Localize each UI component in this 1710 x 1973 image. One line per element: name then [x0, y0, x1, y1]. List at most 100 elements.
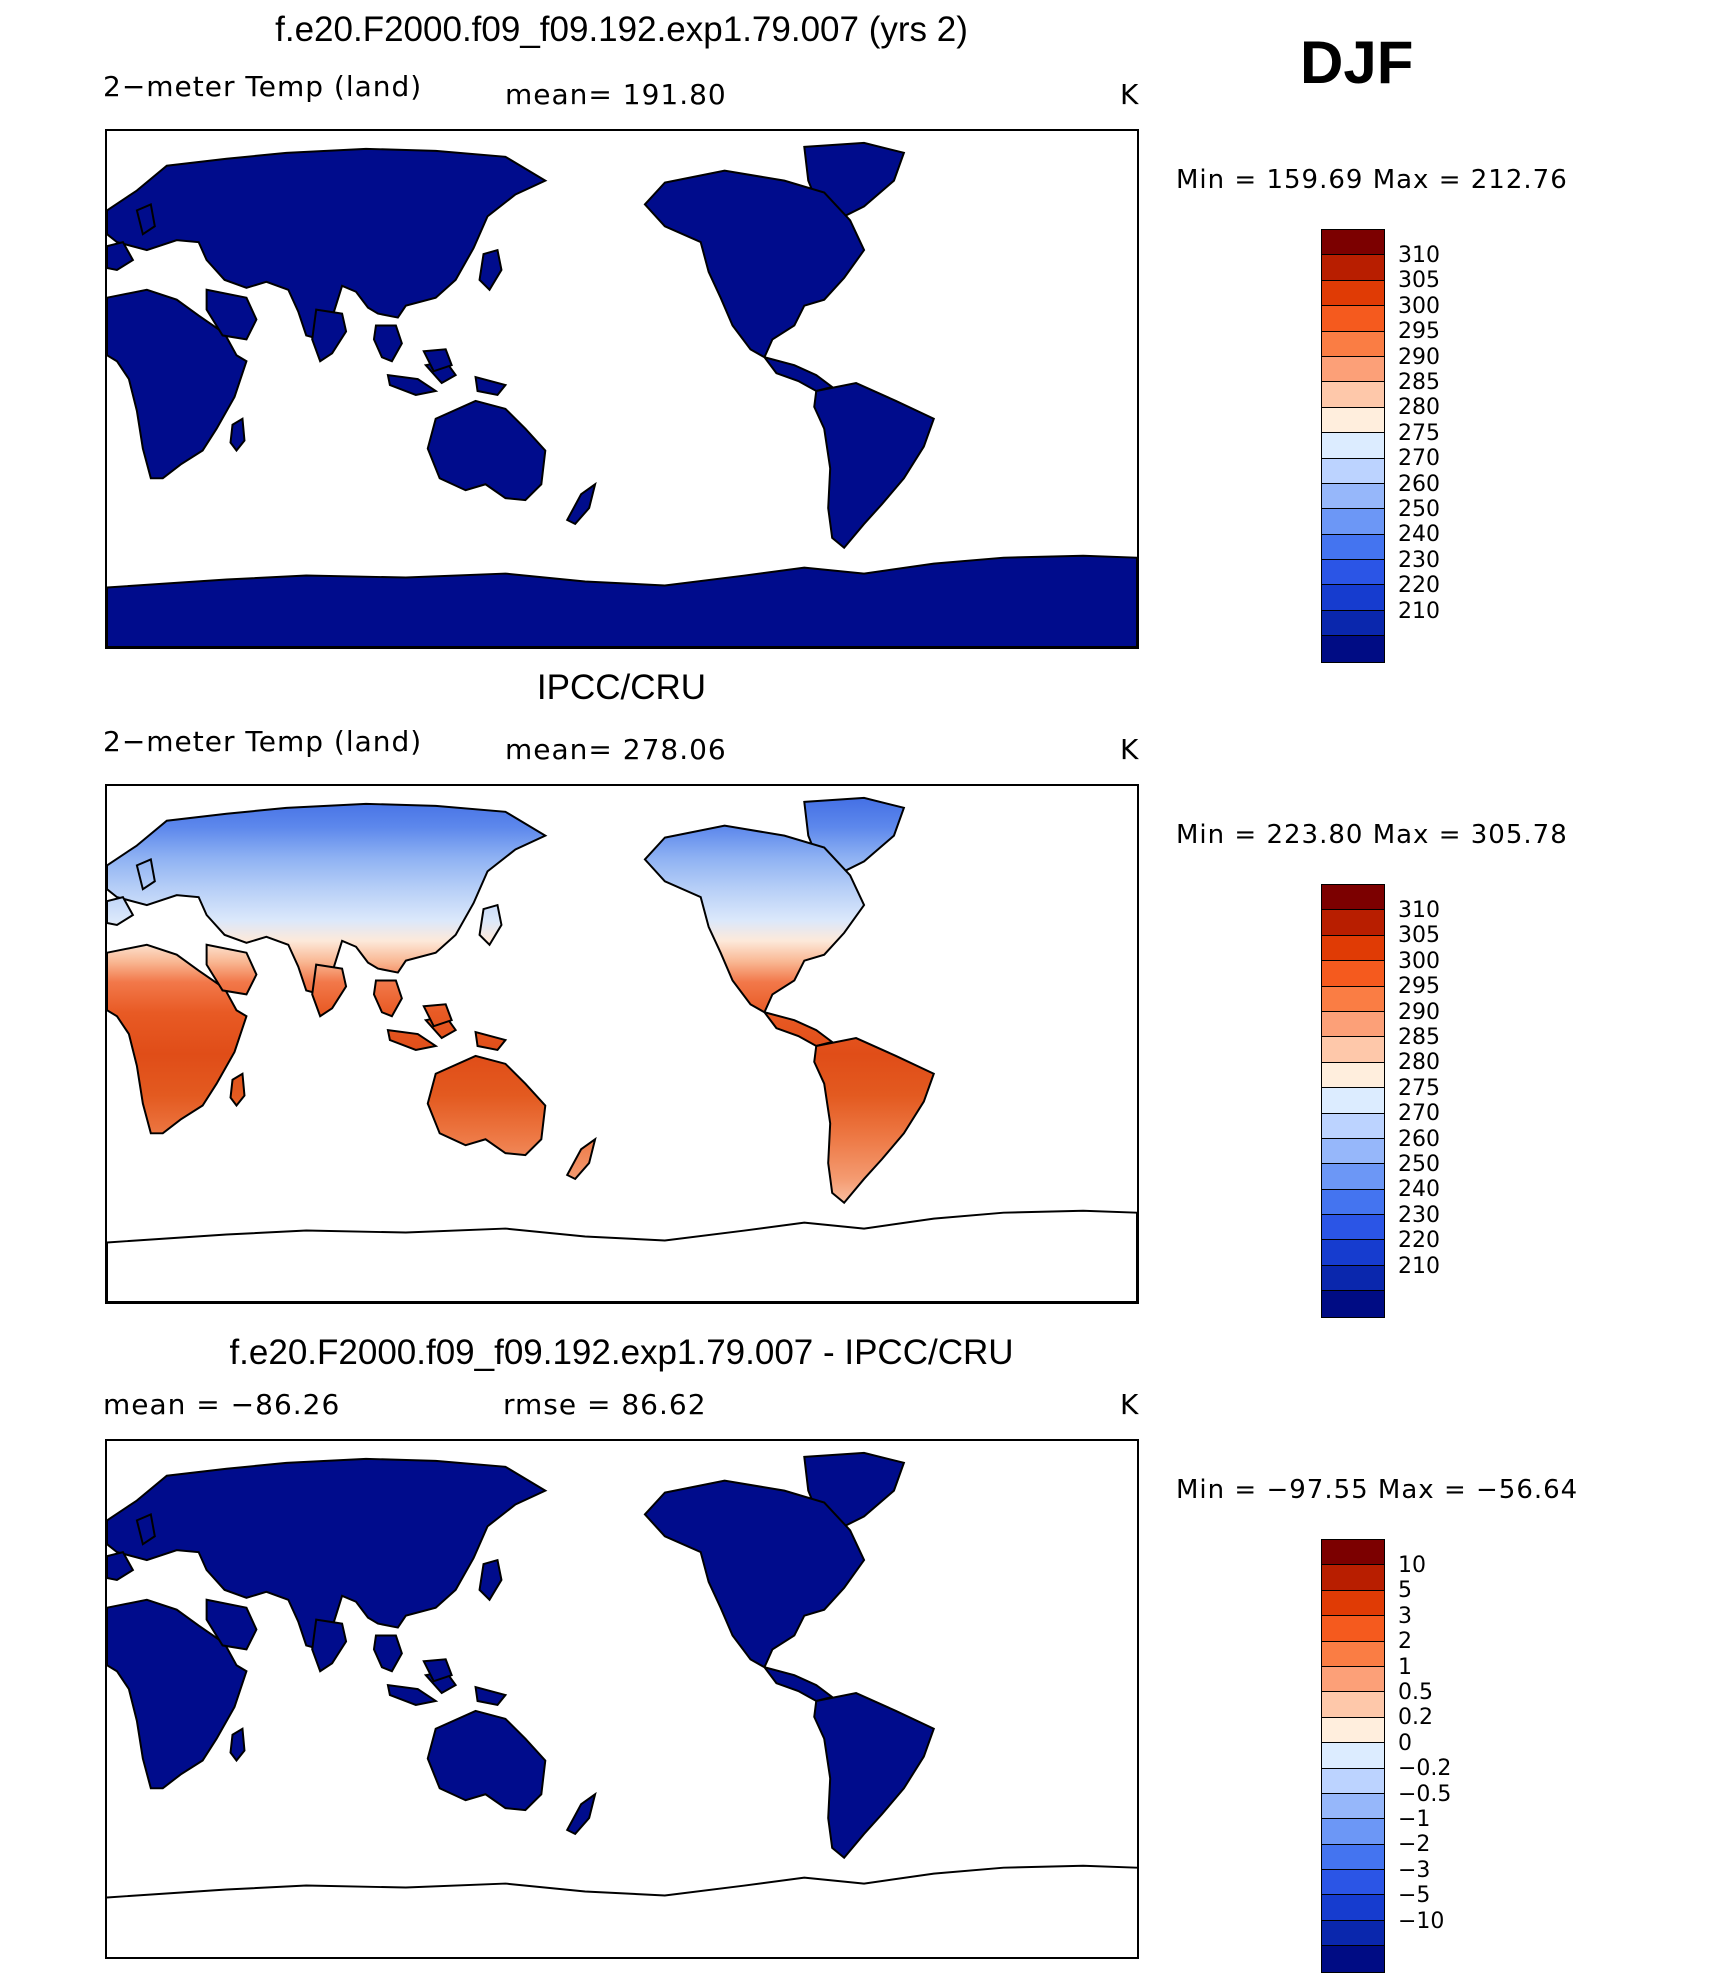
- land-eurasia: [107, 1457, 548, 1651]
- land-europe_west: [107, 240, 135, 271]
- colorbar-tick-label: 270: [1398, 446, 1440, 472]
- colorbar-swatch: [1322, 1088, 1384, 1114]
- panel-1-variable-label: 2−meter Temp (land): [103, 70, 423, 103]
- colorbar-swatch: [1322, 1565, 1384, 1591]
- colorbar-tick-label: 0.2: [1398, 1705, 1433, 1731]
- land-eurasia: [107, 147, 548, 341]
- colorbar-swatch: [1322, 509, 1384, 535]
- colorbar-swatch: [1322, 1291, 1384, 1317]
- colorbar-swatch: [1322, 280, 1384, 307]
- panel-2-variable-label: 2−meter Temp (land): [103, 725, 423, 758]
- colorbar-tick-label: 2: [1398, 1629, 1412, 1655]
- land-newzealand: [565, 1791, 597, 1836]
- land-namerica: [643, 1479, 866, 1669]
- land-namerica: [643, 169, 866, 359]
- colorbar-swatch: [1322, 885, 1384, 911]
- colorbar-tick-label: 310: [1398, 897, 1440, 923]
- panel-1-minmax: Min = 159.69 Max = 212.76: [1176, 165, 1568, 195]
- colorbar-tick-label: 1: [1398, 1654, 1412, 1680]
- colorbar-swatch: [1322, 1895, 1384, 1921]
- panel-1-colorbar: [1321, 229, 1385, 663]
- colorbar-swatch: [1322, 1717, 1384, 1744]
- colorbar-swatch: [1322, 1240, 1384, 1266]
- land-borneo: [422, 1658, 453, 1683]
- land-antarctica: [107, 1209, 1137, 1302]
- colorbar-tick-label: 210: [1398, 598, 1440, 624]
- colorbar-swatch: [1322, 306, 1384, 332]
- colorbar-tick-label: 300: [1398, 293, 1440, 319]
- colorbar-tick-label: 305: [1398, 268, 1440, 294]
- colorbar-swatch: [1322, 1844, 1384, 1871]
- panel-3-colorbar: [1321, 1539, 1385, 1973]
- colorbar-swatch: [1322, 1692, 1384, 1718]
- panel-3-minmax: Min = −97.55 Max = −56.64: [1176, 1475, 1579, 1505]
- colorbar-tick-label: 260: [1398, 471, 1440, 497]
- panel-1-mean-label: mean= 191.80: [505, 78, 727, 111]
- colorbar-tick-label: −2: [1398, 1832, 1431, 1858]
- colorbar-tick-label: 240: [1398, 522, 1440, 548]
- panel-2-mean-label: mean= 278.06: [505, 733, 727, 766]
- land-australia: [426, 1054, 547, 1157]
- colorbar-swatch: [1322, 255, 1384, 281]
- colorbar-tick-label: 250: [1398, 1151, 1440, 1177]
- land-seasia: [372, 1634, 403, 1673]
- land-camerica: [761, 355, 835, 393]
- colorbar-tick-label: 240: [1398, 1177, 1440, 1203]
- land-samerica: [813, 382, 936, 550]
- colorbar-swatch: [1322, 407, 1384, 434]
- land-india: [311, 308, 348, 363]
- colorbar-swatch: [1322, 1138, 1384, 1165]
- colorbar-swatch: [1322, 458, 1384, 484]
- colorbar-tick-label: 290: [1398, 999, 1440, 1025]
- land-indonesia3: [474, 1685, 508, 1707]
- colorbar-swatch: [1322, 986, 1384, 1012]
- colorbar-tick-label: 300: [1398, 948, 1440, 974]
- land-antarctica: [107, 554, 1137, 647]
- colorbar-swatch: [1322, 1590, 1384, 1617]
- land-uk: [135, 858, 156, 891]
- colorbar-swatch: [1322, 1037, 1384, 1063]
- coast-antarctica: [107, 1864, 1137, 1899]
- colorbar-swatch: [1322, 382, 1384, 408]
- colorbar-tick-label: 230: [1398, 547, 1440, 573]
- colorbar-tick-label: −0.2: [1398, 1756, 1452, 1782]
- panel-3-map: [105, 1439, 1139, 1959]
- colorbar-swatch: [1322, 585, 1384, 611]
- colorbar-swatch: [1322, 1870, 1384, 1896]
- land-newzealand: [565, 481, 597, 526]
- colorbar-tick-label: 310: [1398, 242, 1440, 268]
- colorbar-swatch: [1322, 534, 1384, 561]
- map-svg: [107, 1451, 1137, 1899]
- colorbar-swatch: [1322, 1743, 1384, 1769]
- colorbar-tick-label: 290: [1398, 344, 1440, 370]
- colorbar-swatch: [1322, 483, 1384, 510]
- colorbar-tick-label: 3: [1398, 1603, 1412, 1629]
- panel-1-unit-label: K: [1120, 78, 1140, 111]
- land-madagascar: [229, 1727, 246, 1763]
- land-arabia: [205, 288, 258, 341]
- panel-3-mean-label: mean = −86.26: [103, 1388, 341, 1421]
- land-europe_west: [107, 1550, 135, 1581]
- colorbar-tick-label: 0: [1398, 1730, 1412, 1756]
- colorbar-tick-label: 220: [1398, 1228, 1440, 1254]
- land-samerica: [813, 1692, 936, 1860]
- colorbar-swatch: [1322, 910, 1384, 936]
- land-africa: [107, 1598, 248, 1790]
- land-japan: [478, 1558, 503, 1602]
- colorbar-swatch: [1322, 433, 1384, 459]
- season-label: DJF: [1300, 29, 1414, 96]
- land-indonesia3: [474, 375, 508, 397]
- colorbar-swatch: [1322, 636, 1384, 662]
- land-madagascar: [229, 417, 246, 453]
- colorbar-tick-label: 10: [1398, 1552, 1426, 1578]
- colorbar-swatch: [1322, 1946, 1384, 1972]
- colorbar-swatch: [1322, 935, 1384, 962]
- land-africa: [107, 943, 248, 1135]
- colorbar-tick-label: 295: [1398, 319, 1440, 345]
- colorbar-tick-label: −5: [1398, 1883, 1431, 1909]
- land-australia: [426, 399, 547, 502]
- colorbar-tick-label: 210: [1398, 1253, 1440, 1279]
- colorbar-tick-label: 250: [1398, 496, 1440, 522]
- land-australia: [426, 1709, 547, 1812]
- colorbar-swatch: [1322, 1215, 1384, 1241]
